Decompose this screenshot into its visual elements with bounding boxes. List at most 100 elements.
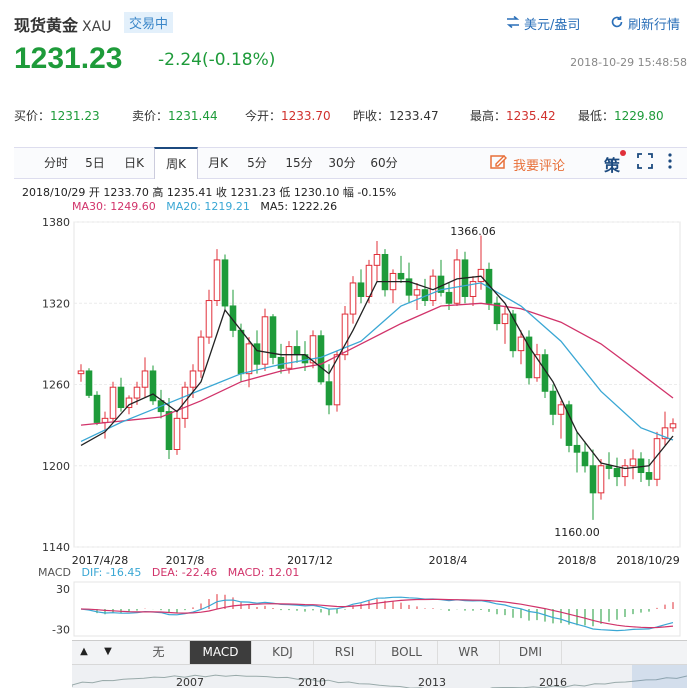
- stat-item: 卖价：1231.44: [132, 107, 245, 124]
- candle-body: [181, 386, 189, 419]
- x-tick-label: 2018/10/29: [616, 554, 679, 567]
- candle-body: [613, 467, 621, 478]
- stat-item: 买价：1231.23: [14, 107, 132, 124]
- candle-body: [405, 278, 413, 296]
- candle-body: [277, 356, 285, 369]
- currency-switch-link[interactable]: 美元/盎司: [506, 14, 580, 33]
- refresh-quote-link[interactable]: 刷新行情: [610, 14, 680, 33]
- ma20-value: MA20: 1219.21: [166, 200, 250, 213]
- macd-legend: MACD DIF: -16.45 DEA: -22.46 MACD: 12.01: [38, 566, 299, 579]
- macd-tick-label: -30: [52, 623, 70, 636]
- y-tick-label: 1260: [42, 379, 70, 392]
- candle-body: [109, 386, 117, 419]
- period-tab[interactable]: 30分: [328, 155, 356, 170]
- candle: [93, 391, 101, 426]
- candle-body: [133, 386, 141, 399]
- ma30-value: MA30: 1249.60: [72, 200, 156, 213]
- candle-body: [525, 336, 533, 379]
- indicator-tab[interactable]: 无: [128, 641, 190, 664]
- price-change: -2.24(-0.18%): [158, 50, 276, 70]
- stat-value: 1231.44: [168, 109, 218, 123]
- instrument-title: 现货黄金 XAU: [14, 12, 111, 36]
- stat-label: 最低：: [578, 109, 615, 123]
- candle-body: [141, 370, 149, 388]
- period-tab[interactable]: 60分: [370, 155, 398, 170]
- candle: [293, 330, 301, 363]
- indicator-tab[interactable]: DMI: [500, 641, 562, 664]
- candle-body: [189, 370, 197, 388]
- candle: [429, 269, 437, 306]
- fullscreen-icon[interactable]: [636, 152, 654, 174]
- candle-body: [469, 281, 477, 297]
- candle-body: [365, 264, 373, 297]
- candle: [413, 282, 421, 311]
- indicator-tab[interactable]: BOLL: [376, 641, 438, 664]
- indicator-tab[interactable]: KDJ: [252, 641, 314, 664]
- candle: [589, 449, 597, 520]
- macd-chart[interactable]: 30 -30: [0, 578, 699, 640]
- timeline-navigator[interactable]: 2007 2010 2013 2016: [72, 664, 687, 688]
- candle: [581, 441, 589, 473]
- stat-item: 昨收：1233.47: [353, 107, 470, 124]
- period-tab[interactable]: 日K: [124, 155, 144, 170]
- ma-legend: MA30: 1249.60 MA20: 1219.21 MA5: 1222.26: [72, 200, 337, 213]
- candle-body: [669, 423, 677, 429]
- candle: [109, 381, 117, 422]
- ma30-line: [80, 302, 674, 426]
- indicator-tab[interactable]: RSI: [314, 641, 376, 664]
- indicator-tab-bar: ▲ ▼ 无 MACD KDJ RSI BOLL WR DMI: [72, 640, 687, 664]
- strategy-button[interactable]: 策: [604, 150, 626, 176]
- candle-body: [317, 335, 325, 383]
- x-tick-label: 2018/8: [558, 554, 597, 567]
- candle-body: [173, 417, 181, 451]
- candle-body: [477, 268, 485, 283]
- candle-body: [581, 451, 589, 467]
- candle-body: [661, 427, 669, 440]
- kline-chart[interactable]: 1380 1320 1260 1200 1140 1366.06 1160.00 2017/4…: [0, 210, 699, 570]
- period-tab[interactable]: 月K: [208, 155, 228, 170]
- candle-body: [373, 254, 381, 266]
- timeline-year-label: 2010: [298, 676, 326, 688]
- period-tab[interactable]: 周K: [154, 146, 198, 179]
- period-tab[interactable]: 分时: [43, 155, 68, 170]
- notification-dot: [620, 150, 626, 156]
- candle: [181, 381, 189, 428]
- stat-item: 最高：1235.42: [470, 107, 578, 124]
- candle: [157, 389, 165, 419]
- period-tab[interactable]: 5分: [247, 155, 267, 170]
- comment-button[interactable]: 我要评论: [490, 154, 565, 174]
- candle-body: [533, 354, 541, 379]
- quote-stats: 买价：1231.23 卖价：1231.44 今开：1233.70 昨收：1233.47…: [14, 107, 678, 124]
- stat-value: 1233.47: [389, 109, 439, 123]
- candle-body: [77, 370, 85, 375]
- candle-body: [589, 465, 597, 494]
- candle-body: [557, 404, 565, 415]
- candle: [149, 365, 157, 405]
- candle-body: [349, 282, 357, 315]
- indicator-tab[interactable]: MACD: [190, 641, 252, 664]
- y-tick-label: 1380: [42, 216, 70, 229]
- candle-body: [357, 282, 365, 297]
- stat-value: 1229.80: [614, 109, 664, 123]
- currency-switch-label: 美元/盎司: [524, 18, 581, 33]
- swap-icon: [506, 15, 520, 32]
- candle: [205, 289, 213, 344]
- candle-body: [197, 336, 205, 372]
- candle: [661, 411, 669, 446]
- candle-body: [597, 465, 605, 494]
- timeline-sparkline: [72, 665, 687, 688]
- period-tab[interactable]: 5日: [85, 155, 105, 170]
- navigator-line: [72, 674, 687, 688]
- candle-body: [541, 354, 549, 392]
- scroll-up-button[interactable]: ▲: [80, 646, 88, 657]
- candle: [525, 330, 533, 385]
- indicator-tab[interactable]: WR: [438, 641, 500, 664]
- more-options-icon[interactable]: [666, 152, 674, 174]
- candle: [557, 400, 565, 439]
- period-tab[interactable]: 15分: [285, 155, 313, 170]
- candle: [517, 330, 525, 365]
- candle: [405, 262, 413, 304]
- scroll-down-button[interactable]: ▼: [104, 646, 112, 657]
- navigator-window[interactable]: [632, 665, 687, 688]
- candle: [397, 255, 405, 283]
